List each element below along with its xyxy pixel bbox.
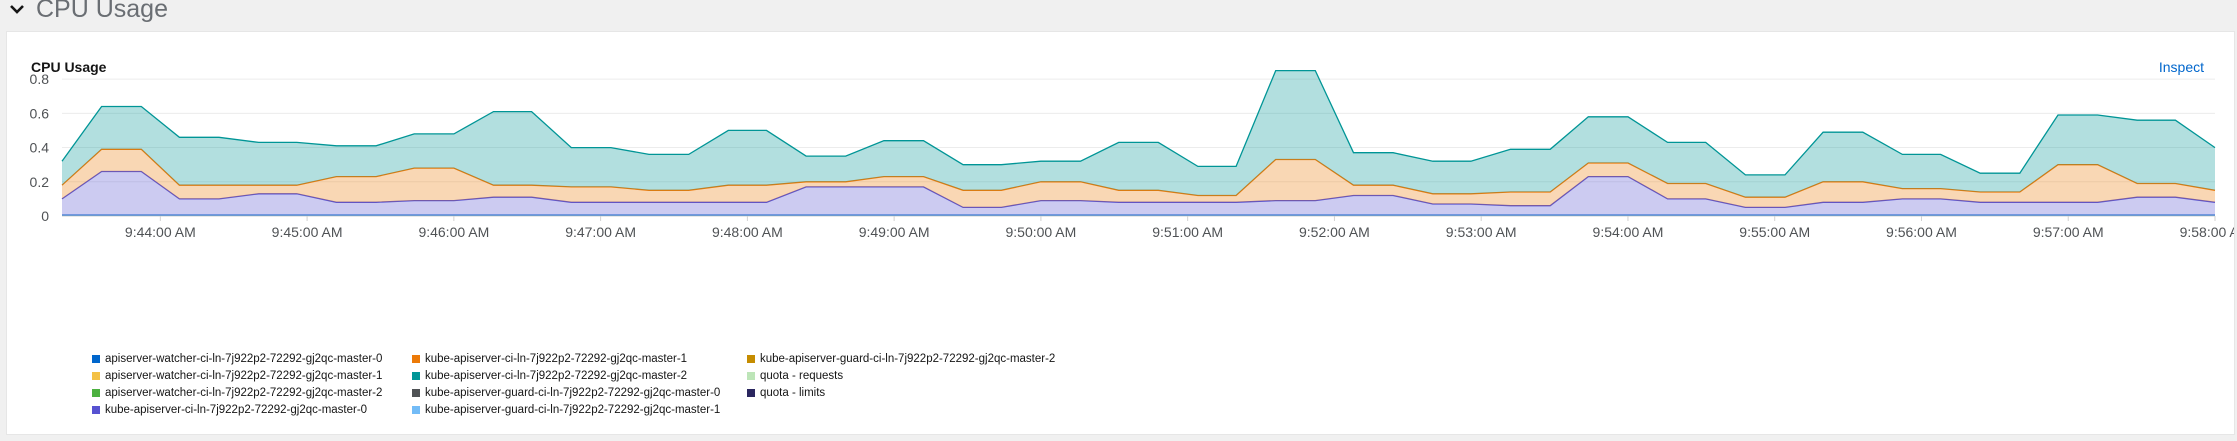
x-tick-label: 9:57:00 AM — [2033, 224, 2104, 240]
legend-label: kube-apiserver-ci-ln-7j922p2-72292-gj2qc… — [105, 404, 368, 416]
legend-swatch — [412, 355, 420, 363]
x-tick-label: 9:58:00 AM — [2180, 224, 2234, 240]
area-layer — [61, 69, 2216, 216]
legend-swatch — [747, 372, 755, 380]
legend-label: kube-apiserver-ci-ln-7j922p2-72292-gj2qc… — [425, 370, 688, 382]
x-tick-label: 9:54:00 AM — [1593, 224, 1664, 240]
x-tick-label: 9:50:00 AM — [1005, 224, 1076, 240]
legend-label: kube-apiserver-guard-ci-ln-7j922p2-72292… — [425, 404, 721, 416]
axis-layer: 0 0.2 0.4 0.6 0.8 9:44:00 AM 9:45:00 AM 9:46:00… — [30, 71, 2234, 240]
legend-swatch — [747, 355, 755, 363]
legend-item[interactable]: quota - limits — [747, 386, 1167, 400]
legend-swatch — [92, 372, 100, 380]
legend-label: kube-apiserver-ci-ln-7j922p2-72292-gj2qc… — [425, 353, 688, 365]
y-tick-label: 0.8 — [30, 71, 50, 87]
legend-label: apiserver-watcher-ci-ln-7j922p2-72292-gj… — [105, 353, 383, 365]
legend-swatch — [92, 355, 100, 363]
cpu-usage-chart: 0 0.2 0.4 0.6 0.8 9:44:00 AM 9:45:00 AM 9:46:00… — [30, 69, 2234, 240]
legend-label: apiserver-watcher-ci-ln-7j922p2-72292-gj… — [105, 370, 383, 382]
legend-item[interactable]: apiserver-watcher-ci-ln-7j922p2-72292-gj… — [92, 352, 412, 366]
legend-label: quota - requests — [760, 370, 844, 382]
series-area-4 — [62, 149, 2215, 208]
legend-swatch — [412, 389, 420, 397]
y-tick-label: 0.2 — [30, 174, 50, 190]
chevron-down-icon[interactable] — [8, 0, 26, 18]
legend-item[interactable]: apiserver-watcher-ci-ln-7j922p2-72292-gj… — [92, 386, 412, 400]
series-line-3 — [61, 170, 2216, 209]
legend-swatch — [92, 406, 100, 414]
x-tick-label: 9:44:00 AM — [125, 224, 196, 240]
legend-item[interactable]: kube-apiserver-guard-ci-ln-7j922p2-72292… — [412, 386, 747, 400]
x-tick-label: 9:52:00 AM — [1299, 224, 1370, 240]
series-line-5 — [61, 69, 2216, 176]
legend-item[interactable]: kube-apiserver-guard-ci-ln-7j922p2-72292… — [412, 403, 747, 417]
legend-item[interactable]: kube-apiserver-ci-ln-7j922p2-72292-gj2qc… — [412, 352, 747, 366]
legend-item[interactable]: apiserver-watcher-ci-ln-7j922p2-72292-gj… — [92, 369, 412, 383]
chart-card: CPU Usage Inspect 0 0.2 0.4 0.6 0.8 9:44:00 A… — [6, 31, 2235, 435]
x-tick-label: 9:46:00 AM — [418, 224, 489, 240]
series-area-5 — [62, 70, 2215, 198]
x-tick-label: 9:45:00 AM — [272, 224, 343, 240]
legend-swatch — [747, 389, 755, 397]
legend-item[interactable]: quota - requests — [747, 369, 1167, 383]
legend-swatch — [92, 389, 100, 397]
x-tick-label: 9:55:00 AM — [1739, 224, 1810, 240]
legend-label: quota - limits — [760, 387, 826, 399]
legend-label: apiserver-watcher-ci-ln-7j922p2-72292-gj… — [105, 387, 383, 399]
x-tick-label: 9:51:00 AM — [1152, 224, 1223, 240]
x-tick-label: 9:48:00 AM — [712, 224, 783, 240]
x-tick-label: 9:56:00 AM — [1886, 224, 1957, 240]
legend-label: kube-apiserver-guard-ci-ln-7j922p2-72292… — [425, 387, 721, 399]
legend-item[interactable]: kube-apiserver-ci-ln-7j922p2-72292-gj2qc… — [92, 403, 412, 417]
section-title: CPU Usage — [36, 0, 168, 23]
x-tick-label: 9:47:00 AM — [565, 224, 636, 240]
series-area-3 — [62, 171, 2215, 216]
y-tick-label: 0 — [41, 208, 49, 224]
x-tick-label: 9:49:00 AM — [859, 224, 930, 240]
legend-label: kube-apiserver-guard-ci-ln-7j922p2-72292… — [760, 353, 1056, 365]
y-tick-label: 0.4 — [30, 140, 50, 156]
chart-legend: apiserver-watcher-ci-ln-7j922p2-72292-gj… — [92, 352, 1292, 417]
inspect-link[interactable]: Inspect — [2158, 59, 2204, 75]
section-header[interactable]: CPU Usage — [8, 0, 168, 24]
legend-item[interactable]: kube-apiserver-guard-ci-ln-7j922p2-72292… — [747, 352, 1167, 366]
card-title: CPU Usage — [31, 59, 107, 75]
series-line-4 — [61, 148, 2216, 198]
legend-item[interactable]: kube-apiserver-ci-ln-7j922p2-72292-gj2qc… — [412, 369, 747, 383]
legend-swatch — [412, 372, 420, 380]
x-tick-label: 9:53:00 AM — [1446, 224, 1517, 240]
y-tick-label: 0.6 — [30, 105, 50, 121]
legend-swatch — [412, 406, 420, 414]
